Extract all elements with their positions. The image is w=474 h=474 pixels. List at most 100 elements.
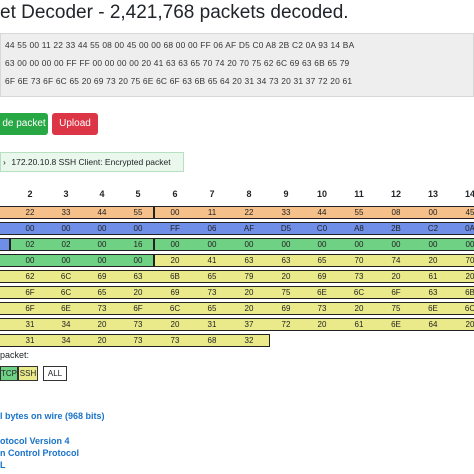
byte-cell[interactable]: 65 bbox=[97, 288, 107, 297]
byte-cell[interactable]: 20 bbox=[391, 272, 401, 281]
byte-cell[interactable]: 20 bbox=[97, 336, 107, 345]
protocol-band[interactable] bbox=[154, 206, 474, 219]
byte-cell[interactable]: 34 bbox=[61, 320, 71, 329]
protocol-band[interactable] bbox=[0, 222, 474, 235]
protocol-band[interactable] bbox=[154, 238, 474, 251]
byte-cell[interactable]: 79 bbox=[244, 272, 254, 281]
byte-cell[interactable]: 63 bbox=[133, 272, 143, 281]
byte-cell[interactable]: 20 bbox=[354, 304, 364, 313]
byte-cell[interactable]: 00 bbox=[207, 240, 217, 249]
byte-cell[interactable]: 22 bbox=[25, 208, 35, 217]
byte-cell[interactable]: 00 bbox=[61, 224, 71, 233]
byte-cell[interactable]: 20 bbox=[465, 272, 474, 281]
byte-cell[interactable]: 06 bbox=[207, 224, 217, 233]
byte-cell[interactable]: 32 bbox=[244, 336, 254, 345]
byte-cell[interactable]: AF bbox=[243, 224, 255, 233]
protocol-band[interactable] bbox=[0, 270, 474, 283]
upload-button[interactable]: Upload bbox=[52, 113, 98, 135]
byte-cell[interactable]: 75 bbox=[391, 304, 401, 313]
protocol-band[interactable] bbox=[0, 206, 154, 219]
byte-cell[interactable]: C0 bbox=[316, 224, 328, 233]
byte-cell[interactable]: 16 bbox=[133, 240, 143, 249]
byte-cell[interactable]: 68 bbox=[207, 336, 217, 345]
byte-cell[interactable]: 69 bbox=[170, 288, 180, 297]
byte-cell[interactable]: 6C bbox=[60, 288, 72, 297]
byte-cell[interactable]: 00 bbox=[97, 240, 107, 249]
byte-cell[interactable]: 6C bbox=[169, 304, 181, 313]
byte-cell[interactable]: 20 bbox=[465, 320, 474, 329]
protocol-band[interactable] bbox=[10, 238, 154, 251]
decode-packet-button[interactable]: de packet bbox=[0, 113, 48, 135]
byte-cell[interactable]: 62 bbox=[25, 272, 35, 281]
byte-cell[interactable]: 65 bbox=[207, 304, 217, 313]
byte-cell[interactable]: 00 bbox=[61, 256, 71, 265]
byte-cell[interactable]: 00 bbox=[428, 240, 438, 249]
ssh-details-link[interactable]: L bbox=[0, 460, 6, 470]
byte-cell[interactable]: 00 bbox=[244, 240, 254, 249]
byte-cell[interactable]: 6E bbox=[391, 320, 401, 329]
byte-cell[interactable]: 6E bbox=[428, 304, 438, 313]
byte-cell[interactable]: 61 bbox=[428, 272, 438, 281]
byte-cell[interactable]: 44 bbox=[97, 208, 107, 217]
ipv4-details-link[interactable]: otocol Version 4 bbox=[0, 436, 70, 446]
byte-cell[interactable]: 6F bbox=[25, 304, 35, 313]
protocol-band[interactable] bbox=[0, 238, 10, 251]
tcp-details-link[interactable]: n Control Protocol bbox=[0, 448, 79, 458]
byte-cell[interactable]: 2B bbox=[391, 224, 401, 233]
byte-cell[interactable]: 6F bbox=[391, 288, 401, 297]
byte-cell[interactable]: 20 bbox=[97, 320, 107, 329]
protocol-band[interactable] bbox=[0, 334, 270, 347]
byte-cell[interactable]: 6F bbox=[133, 304, 143, 313]
byte-cell[interactable]: 33 bbox=[281, 208, 291, 217]
byte-cell[interactable]: 20 bbox=[244, 288, 254, 297]
byte-cell[interactable]: 41 bbox=[207, 256, 217, 265]
byte-cell[interactable]: 72 bbox=[281, 320, 291, 329]
byte-cell[interactable]: 20 bbox=[133, 288, 143, 297]
byte-cell[interactable]: 63 bbox=[244, 256, 254, 265]
byte-cell[interactable]: 00 bbox=[465, 240, 474, 249]
byte-cell[interactable]: 55 bbox=[133, 208, 143, 217]
byte-cell[interactable]: 20 bbox=[170, 256, 180, 265]
protocol-band[interactable] bbox=[0, 318, 474, 331]
byte-cell[interactable]: 70 bbox=[465, 256, 474, 265]
byte-cell[interactable]: 73 bbox=[207, 288, 217, 297]
protocol-band[interactable] bbox=[0, 286, 474, 299]
byte-cell[interactable]: 55 bbox=[354, 208, 364, 217]
byte-cell[interactable]: 00 bbox=[170, 208, 180, 217]
byte-cell[interactable]: 0A bbox=[465, 224, 474, 233]
byte-cell[interactable]: 20 bbox=[244, 304, 254, 313]
byte-cell[interactable]: 73 bbox=[354, 272, 364, 281]
byte-cell[interactable]: 73 bbox=[317, 304, 327, 313]
byte-cell[interactable]: 20 bbox=[428, 256, 438, 265]
byte-cell[interactable]: 61 bbox=[354, 320, 364, 329]
byte-cell[interactable]: 00 bbox=[170, 240, 180, 249]
byte-cell[interactable]: 73 bbox=[170, 336, 180, 345]
byte-cell[interactable]: 00 bbox=[354, 240, 364, 249]
byte-cell[interactable]: 20 bbox=[317, 320, 327, 329]
byte-cell[interactable]: 69 bbox=[317, 272, 327, 281]
byte-cell[interactable]: 6C bbox=[353, 288, 365, 297]
byte-cell[interactable]: 31 bbox=[25, 320, 35, 329]
filter-chip-tcp[interactable]: TCP bbox=[0, 366, 18, 381]
byte-cell[interactable]: 20 bbox=[170, 320, 180, 329]
byte-cell[interactable]: 00 bbox=[97, 256, 107, 265]
byte-cell[interactable]: 00 bbox=[281, 240, 291, 249]
byte-cell[interactable]: FF bbox=[170, 224, 180, 233]
filter-chip-all[interactable]: ALL bbox=[43, 366, 67, 381]
byte-cell[interactable]: 22 bbox=[244, 208, 254, 217]
byte-cell[interactable]: 00 bbox=[317, 240, 327, 249]
byte-cell[interactable]: 6C bbox=[60, 272, 72, 281]
frame-details-link[interactable]: l bytes on wire (968 bits) bbox=[0, 411, 105, 421]
byte-cell[interactable]: 00 bbox=[25, 256, 35, 265]
byte-cell[interactable]: 73 bbox=[133, 336, 143, 345]
byte-cell[interactable]: 64 bbox=[428, 320, 438, 329]
byte-cell[interactable]: 75 bbox=[281, 288, 291, 297]
byte-cell[interactable]: 6B bbox=[170, 272, 180, 281]
packet-summary-row[interactable]: › 172.20.10.8 SSH Client: Encrypted pack… bbox=[0, 152, 184, 172]
byte-cell[interactable]: 63 bbox=[428, 288, 438, 297]
byte-cell[interactable]: 11 bbox=[207, 208, 217, 217]
protocol-band[interactable] bbox=[0, 302, 474, 315]
byte-cell[interactable]: 00 bbox=[97, 224, 107, 233]
byte-cell[interactable]: 34 bbox=[61, 336, 71, 345]
byte-cell[interactable]: 65 bbox=[317, 256, 327, 265]
